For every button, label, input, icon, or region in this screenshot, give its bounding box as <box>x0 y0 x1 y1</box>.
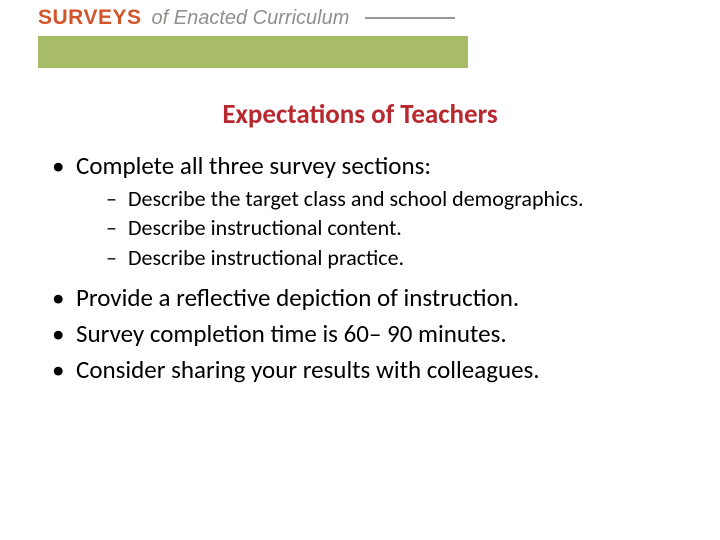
slide: SURVEYS of Enacted Curriculum Expectatio… <box>0 0 720 540</box>
sub-bullet-list: Describe the target class and school dem… <box>76 184 672 272</box>
olive-bar <box>38 36 468 68</box>
bullet-text: Survey completion time is 60– 90 minutes… <box>76 318 507 349</box>
sub-bullet-item: Describe instructional content. <box>76 213 672 242</box>
logo-line: SURVEYS of Enacted Curriculum <box>38 6 468 30</box>
sub-bullet-item: Describe instructional practice. <box>76 243 672 272</box>
content-area: Complete all three survey sections: Desc… <box>52 150 672 390</box>
bullet-text: Complete all three survey sections: <box>76 150 431 181</box>
bullet-text: Consider sharing your results with colle… <box>76 354 540 385</box>
logo-of-enacted: of Enacted Curriculum <box>152 7 350 30</box>
bullet-list: Complete all three survey sections: Desc… <box>52 150 672 386</box>
slide-title: Expectations of Teachers <box>0 98 720 131</box>
bullet-item: Complete all three survey sections: Desc… <box>52 150 672 272</box>
sub-bullet-item: Describe the target class and school dem… <box>76 184 672 213</box>
sub-bullet-text: Describe the target class and school dem… <box>128 185 584 212</box>
sub-bullet-text: Describe instructional practice. <box>128 244 404 271</box>
bullet-item: Consider sharing your results with colle… <box>52 354 672 386</box>
bullet-item: Survey completion time is 60– 90 minutes… <box>52 318 672 350</box>
logo-divider-line <box>365 17 455 19</box>
logo-word-surveys: SURVEYS <box>38 6 142 30</box>
bullet-text: Provide a reflective depiction of instru… <box>76 282 519 313</box>
header-block: SURVEYS of Enacted Curriculum <box>38 6 468 68</box>
sub-bullet-text: Describe instructional content. <box>128 214 402 241</box>
bullet-item: Provide a reflective depiction of instru… <box>52 282 672 314</box>
